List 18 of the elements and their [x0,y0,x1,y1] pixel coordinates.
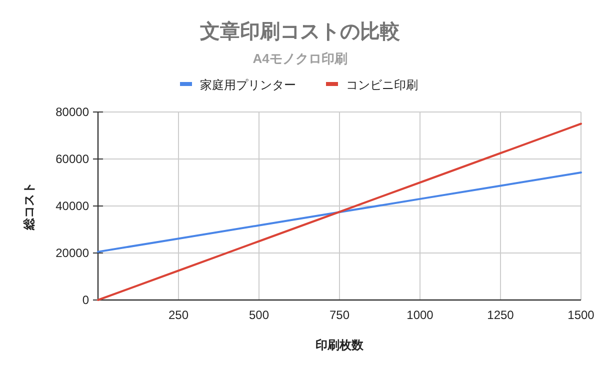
x-tick-label: 1250 [487,308,514,322]
y-tick-label: 40000 [56,199,90,213]
x-tick-label: 1000 [406,308,434,322]
y-tick-label: 60000 [56,152,90,166]
legend-label: 家庭用プリンター [200,78,296,92]
x-tick-label: 250 [168,308,189,322]
legend-label: コンビニ印刷 [346,78,418,92]
x-tick-label: 500 [248,308,270,322]
y-axis-title: 総コスト [22,182,36,231]
x-tick-label: 750 [329,308,350,322]
y-tick-label: 80000 [56,105,90,119]
chart-subtitle: A4モノクロ印刷 [252,51,348,66]
x-tick-label: 1500 [568,308,595,322]
y-tick-label: 0 [82,293,90,307]
line-series [97,172,582,253]
x-axis-title: 印刷枚数 [316,338,364,352]
y-tick-label: 20000 [56,246,90,260]
chart-title: 文章印刷コストの比較 [199,20,401,43]
